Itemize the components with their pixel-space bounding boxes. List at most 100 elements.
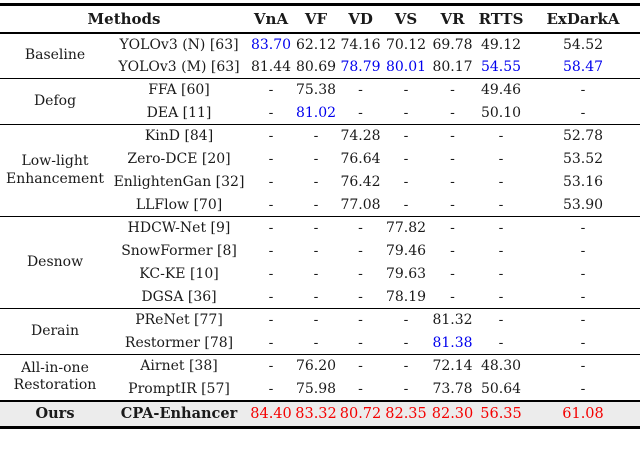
- method-cell: FFA [60]: [148, 82, 210, 99]
- value-cell: 54.55: [476, 55, 527, 79]
- value-cell: -: [403, 151, 409, 167]
- value-cell: -: [294, 285, 339, 309]
- value-cell: -: [358, 243, 363, 259]
- value-cell: -: [248, 377, 295, 401]
- value-cell: -: [358, 266, 363, 282]
- table-row: SnowFormer [8] - - - 79.46 - - -: [0, 240, 640, 263]
- ours-row: Ours CPA-Enhancer 84.40 83.32 80.72 82.3…: [0, 399, 640, 428]
- method-cell: LLFlow [70]: [110, 193, 249, 217]
- method-cell-cpa-enhancer: CPA-Enhancer: [110, 399, 249, 428]
- value-cell: 49.12: [480, 36, 522, 53]
- value-cell: -: [338, 377, 384, 401]
- value-cell: 77.08: [338, 193, 384, 217]
- value-cell: -: [450, 82, 455, 99]
- value-cell: -: [338, 101, 384, 125]
- value-cell: -: [403, 128, 409, 145]
- value-cell: -: [268, 243, 274, 259]
- value-cell: 76.64: [340, 151, 381, 167]
- value-cell: -: [268, 82, 274, 99]
- value-cell: -: [526, 331, 640, 355]
- method-cell: YOLOv3 (M) [63]: [110, 55, 249, 79]
- value-cell: -: [580, 312, 586, 329]
- value-cell: -: [358, 358, 363, 375]
- value-cell: -: [383, 377, 430, 401]
- value-cell: -: [248, 193, 295, 217]
- table-header: Methods VnA VF VD VS VR RTTS ExDarkA: [0, 4, 640, 34]
- methods-header: Methods: [0, 4, 249, 34]
- value-cell: -: [268, 312, 274, 329]
- table-row: PromptIR [57] - 75.98 - - 73.78 50.64 -: [0, 377, 640, 401]
- value-cell: 53.16: [562, 174, 604, 190]
- value-cell: 53.52: [562, 151, 604, 167]
- value-cell: -: [450, 243, 455, 259]
- value-cell: -: [338, 285, 384, 309]
- table-row: KC-KE [10] - - - 79.63 - - -: [0, 263, 640, 286]
- value-cell: -: [338, 331, 384, 355]
- value-cell: 81.32: [432, 312, 473, 329]
- value-cell: -: [268, 220, 274, 237]
- method-cell: YOLOv3 (N) [63]: [119, 36, 239, 53]
- table-row: LLFlow [70] - - 77.08 - - - 53.90: [0, 193, 640, 217]
- value-cell: 69.78: [432, 36, 473, 53]
- value-cell: 80.01: [383, 55, 430, 79]
- value-cell: 70.12: [385, 36, 427, 53]
- value-cell: 77.82: [385, 220, 427, 237]
- value-cell: -: [248, 101, 295, 125]
- value-cell: -: [268, 151, 274, 167]
- results-table: Methods VnA VF VD VS VR RTTS ExDarkA Bas…: [0, 3, 640, 429]
- value-cell: 61.08: [526, 399, 640, 428]
- value-cell: 75.38: [295, 82, 337, 99]
- value-cell: 73.78: [429, 377, 477, 401]
- value-cell: -: [268, 128, 274, 145]
- table-row: YOLOv3 (M) [63] 81.44 80.69 78.79 80.01 …: [0, 55, 640, 79]
- value-cell: 82.35: [383, 399, 430, 428]
- value-cell: -: [358, 312, 363, 329]
- value-cell: 58.47: [526, 55, 640, 79]
- value-cell: 72.14: [432, 358, 473, 375]
- value-cell: -: [580, 220, 586, 237]
- value-cell: 52.78: [562, 128, 604, 145]
- column-header-vs: VS: [383, 4, 430, 34]
- value-cell: -: [498, 174, 504, 190]
- value-cell: -: [248, 285, 295, 309]
- value-cell: 76.42: [340, 174, 381, 190]
- column-header-vf: VF: [294, 4, 339, 34]
- value-cell: -: [313, 151, 319, 167]
- table-row: Baseline YOLOv3 (N) [63] 83.70 62.12 74.…: [0, 32, 640, 79]
- method-cell: KC-KE [10]: [139, 266, 219, 282]
- method-cell: SnowFormer [8]: [121, 243, 237, 259]
- method-cell: HDCW-Net [9]: [127, 220, 231, 237]
- category-cell-low-light-enhancement: Low-light Enhancement: [0, 124, 110, 217]
- value-cell: 76.20: [295, 358, 337, 375]
- value-cell: -: [313, 220, 319, 237]
- value-cell: 82.30: [429, 399, 477, 428]
- value-cell: 56.35: [476, 399, 527, 428]
- value-cell: -: [476, 285, 527, 309]
- category-cell-baseline: Baseline: [0, 32, 110, 79]
- value-cell: 74.16: [340, 36, 381, 53]
- value-cell: -: [383, 101, 430, 125]
- method-cell: EnlightenGan [32]: [113, 174, 245, 190]
- header-row: Methods VnA VF VD VS VR RTTS ExDarkA: [0, 4, 640, 34]
- value-cell: 79.46: [385, 243, 427, 259]
- value-cell: 79.63: [385, 266, 427, 282]
- column-header-exdarka: ExDarkA: [526, 4, 640, 34]
- value-cell: -: [294, 193, 339, 217]
- value-cell: 49.46: [480, 82, 522, 99]
- value-cell: -: [313, 312, 319, 329]
- category-cell-all-in-one-restoration: All-in-one Restoration: [0, 354, 110, 401]
- value-cell: 48.30: [480, 358, 522, 375]
- value-cell: -: [498, 266, 504, 282]
- value-cell: -: [580, 266, 586, 282]
- column-header-rtts: RTTS: [476, 4, 527, 34]
- value-cell: -: [526, 101, 640, 125]
- value-cell: 78.19: [383, 285, 430, 309]
- table-row: Defog FFA [60] - 75.38 - - - 49.46 -: [0, 78, 640, 125]
- table-row: Desnow HDCW-Net [9] - - - 77.82 - - -: [0, 216, 640, 309]
- value-cell: -: [476, 331, 527, 355]
- value-cell: -: [383, 193, 430, 217]
- value-cell: -: [313, 174, 319, 190]
- value-cell: -: [450, 174, 455, 190]
- table-row: DGSA [36] - - - 78.19 - - -: [0, 285, 640, 309]
- value-cell: -: [294, 331, 339, 355]
